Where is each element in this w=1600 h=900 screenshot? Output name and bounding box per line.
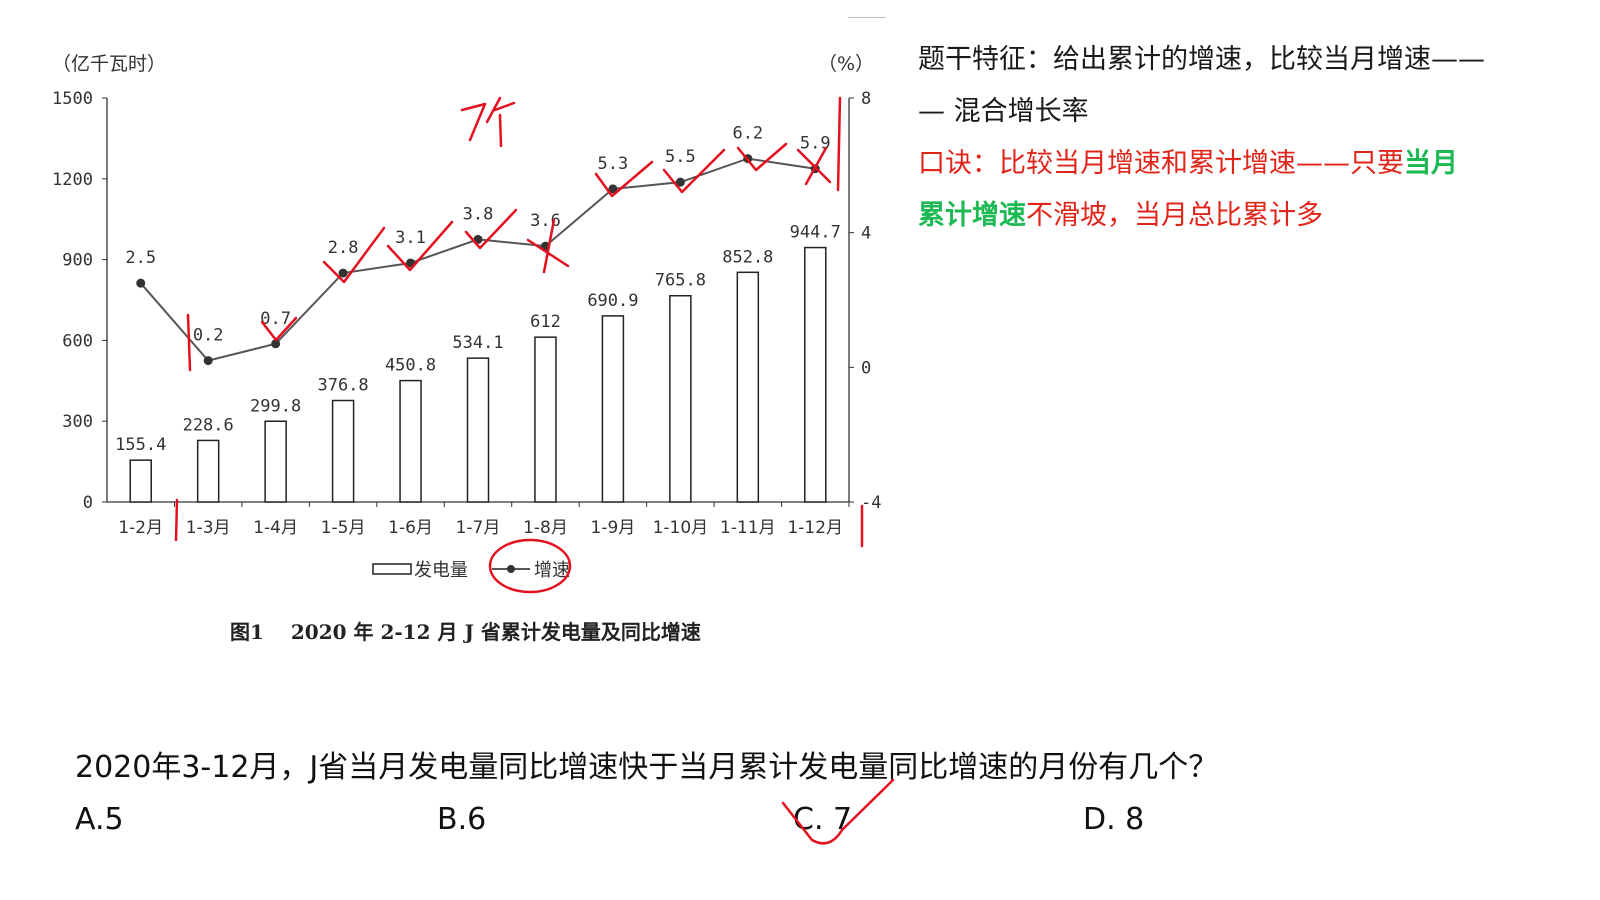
- growth-rate-label: 0.7: [260, 309, 291, 329]
- bar-value-label: 944.7: [790, 223, 841, 243]
- x-tick-label: 1-4月: [253, 518, 298, 538]
- bar: [736, 271, 760, 503]
- bar-value-label: 155.4: [115, 435, 166, 455]
- notes-line-2: — 混合增长率: [918, 96, 1089, 127]
- bar: [669, 294, 692, 503]
- y-right-tick-label: 8: [861, 89, 871, 109]
- notes-highlight-2: 累计增速: [918, 200, 1026, 231]
- y-left-tick-label: 1200: [52, 170, 93, 190]
- bar: [466, 357, 490, 503]
- chart: 1500 1200 900 600 300 0 8 4 0 -4 1-2月 1-3月 1-4月 1-5月 1…: [52, 53, 881, 644]
- question-text: 2020年3-12月，J省当月发电量同比增速快于当月累计发电量同比增速的月份有几…: [75, 750, 1219, 785]
- bar: [331, 399, 355, 503]
- notes-line-3: 口诀：比较当月增速和累计增速——只要当月: [918, 138, 1558, 190]
- y-right-tick-label: 0: [861, 358, 871, 378]
- notes-line-1: 题干特征：给出累计的增速，比较当月增速——: [918, 44, 1485, 75]
- option-a[interactable]: A.5: [75, 802, 124, 837]
- growth-rate-point: [473, 234, 483, 244]
- notes-mnemonic-end: 不滑坡，当月总比累计多: [1026, 200, 1323, 231]
- bar: [264, 420, 287, 503]
- growth-rate-point: [271, 339, 281, 349]
- growth-rate-point: [810, 164, 820, 174]
- growth-rate-label: 6.2: [732, 124, 763, 144]
- x-tick-label: 1-8月: [523, 518, 568, 538]
- bar-value-label: 852.8: [722, 247, 773, 267]
- growth-rate-point: [540, 241, 550, 251]
- notes-line-4: 累计增速不滑坡，当月总比累计多: [918, 190, 1558, 242]
- bar-value-label: 299.8: [250, 396, 301, 416]
- chart-title: 图1 2020 年 2-12 月 J 省累计发电量及同比增速: [230, 620, 701, 644]
- legend-bar-swatch: [372, 563, 412, 575]
- x-tick-label: 1-7月: [456, 518, 501, 538]
- y-left-tick-label: 1500: [52, 89, 93, 109]
- growth-rate-label: 3.8: [463, 204, 494, 224]
- bar-value-label: 690.9: [587, 291, 638, 311]
- option-c[interactable]: C. 7: [793, 802, 853, 837]
- chart-axes: 1500 1200 900 600 300 0 8 4 0 -4 1-2月 1-3月 1-4月 1-5月 1…: [52, 89, 881, 538]
- top-divider: [848, 17, 886, 18]
- y-left-tick-label: 900: [62, 251, 93, 271]
- bar-value-label: 228.6: [183, 415, 234, 435]
- growth-rate-label: 5.9: [800, 134, 831, 154]
- y-right-axis-label: （%）: [818, 53, 874, 75]
- x-tick-label: 1-2月: [118, 518, 163, 538]
- x-tick-label: 1-12月: [787, 518, 843, 538]
- y-left-tick-label: 0: [83, 493, 93, 513]
- growth-rate-label: 3.1: [395, 228, 426, 248]
- growth-rate-point: [203, 356, 213, 366]
- growth-rate-point: [743, 154, 753, 164]
- x-tick-label: 1-6月: [388, 518, 433, 538]
- bar: [804, 246, 827, 503]
- x-tick-label: 1-5月: [321, 518, 366, 538]
- x-tick-label: 1-11月: [720, 518, 776, 538]
- y-right-tick-label: 4: [861, 224, 871, 244]
- x-tick-label: 1-10月: [653, 518, 709, 538]
- bar: [534, 336, 557, 503]
- growth-rate-label: 2.5: [125, 248, 156, 268]
- legend-bar-label: 发电量: [414, 560, 468, 581]
- option-d[interactable]: D. 8: [1083, 802, 1145, 837]
- bar: [129, 459, 152, 503]
- growth-rate-label: 5.5: [665, 147, 696, 167]
- notes-highlight-1: 当月: [1404, 148, 1458, 179]
- bar-series: [129, 246, 827, 503]
- notes-mnemonic-text: 口诀：比较当月增速和累计增速——只要: [918, 148, 1404, 179]
- bar: [601, 315, 625, 503]
- notes-panel: 题干特征：给出累计的增速，比较当月增速—— — 混合增长率 口诀：比较当月增速和…: [918, 34, 1558, 242]
- x-tick-label: 1-9月: [591, 518, 636, 538]
- x-tick-label: 1-3月: [186, 518, 231, 538]
- growth-rate-label: 5.3: [598, 154, 629, 174]
- growth-rate-point: [338, 268, 348, 278]
- growth-rate-label: 2.8: [328, 238, 359, 258]
- legend: 发电量 增速: [372, 560, 570, 581]
- bar: [196, 439, 220, 503]
- y-left-tick-label: 300: [62, 412, 93, 432]
- legend-line-marker: [507, 565, 515, 573]
- y-left-axis-label: （亿千瓦时）: [52, 53, 166, 75]
- option-b[interactable]: B.6: [437, 802, 487, 837]
- bar: [399, 379, 422, 503]
- bar-value-label: 612: [530, 312, 561, 332]
- legend-line-label: 增速: [534, 560, 570, 581]
- growth-rate-point: [608, 184, 618, 194]
- growth-rate-label: 3.6: [530, 211, 561, 231]
- bar-value-label: 376.8: [317, 376, 368, 396]
- y-right-tick-label: -4: [861, 493, 881, 513]
- bar-value-label: 450.8: [385, 356, 436, 376]
- bar-value-label: 534.1: [452, 333, 503, 353]
- growth-rate-point: [406, 258, 416, 268]
- growth-rate-label: 0.2: [193, 326, 224, 346]
- growth-rate-line: [139, 157, 816, 362]
- growth-rate-point: [136, 278, 146, 288]
- bar-value-label: 765.8: [655, 271, 706, 291]
- y-left-tick-label: 600: [62, 331, 93, 351]
- growth-rate-point: [675, 177, 685, 187]
